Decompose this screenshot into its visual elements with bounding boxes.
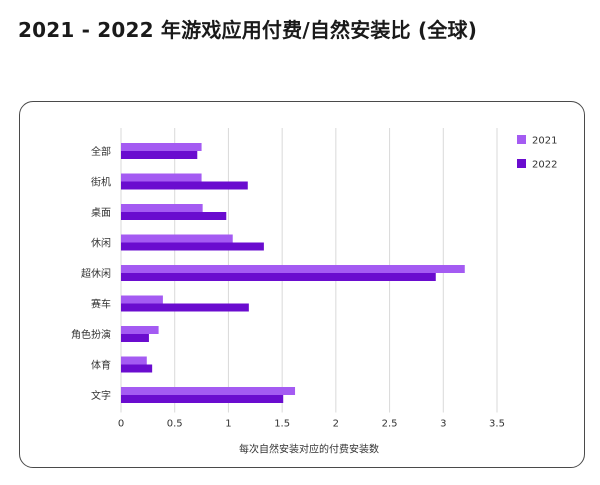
category-label: 全部: [91, 145, 111, 158]
bar-2022-0: [121, 151, 198, 159]
legend-swatch-2021: [517, 135, 526, 144]
category-label: 街机: [91, 176, 111, 189]
category-label: 桌面: [91, 206, 111, 219]
legend-label: 2021: [532, 136, 557, 147]
legend-swatch-2022: [517, 159, 526, 168]
bar-2022-8: [121, 395, 284, 403]
category-label: 文字: [91, 389, 111, 402]
x-axis-title: 每次自然安装对应的付费安装数: [239, 443, 379, 456]
x-tick-label: 1.5: [274, 419, 290, 430]
bar-2022-2: [121, 212, 227, 220]
x-tick-label: 3.5: [489, 419, 505, 430]
x-tick-label: 0: [118, 419, 124, 430]
bar-2021-4: [121, 265, 465, 273]
x-tick-label: 2: [333, 419, 339, 430]
bar-2021-3: [121, 234, 233, 243]
bar-2021-1: [121, 173, 202, 182]
legend-label: 2022: [532, 160, 557, 171]
bar-2021-2: [121, 204, 203, 212]
category-label: 超休闲: [81, 267, 111, 280]
bar-2022-4: [121, 273, 436, 281]
category-label: 休闲: [91, 237, 111, 250]
x-tick-label: 1: [225, 419, 231, 430]
x-tick-label: 2.5: [382, 419, 398, 430]
bar-2021-8: [121, 387, 296, 395]
bar-2022-1: [121, 181, 248, 190]
bars: [121, 143, 465, 403]
bar-2022-5: [121, 303, 249, 312]
bar-2021-5: [121, 295, 163, 304]
bar-2022-6: [121, 334, 149, 342]
category-label: 角色扮演: [71, 328, 111, 341]
category-label: 赛车: [91, 298, 111, 311]
bar-2021-7: [121, 356, 147, 365]
page-title: 2021 - 2022 年游戏应用付费/自然安装比 (全球): [18, 18, 478, 42]
category-label: 体育: [91, 359, 111, 372]
bar-2022-7: [121, 364, 153, 373]
x-tick-label: 0.5: [167, 419, 183, 430]
bar-2022-3: [121, 242, 264, 251]
bar-2021-0: [121, 143, 202, 151]
bar-2021-6: [121, 326, 159, 334]
x-tick-label: 3: [440, 419, 446, 430]
legend: 2021 2022: [517, 135, 557, 171]
x-tick-labels: 0 0.5 1 1.5 2 2.5 3 3.5: [118, 419, 505, 430]
chart-card: 全部街机桌面休闲超休闲赛车角色扮演体育文字 0 0.5 1 1.5 2 2.5 3 3.5 2…: [19, 101, 585, 468]
